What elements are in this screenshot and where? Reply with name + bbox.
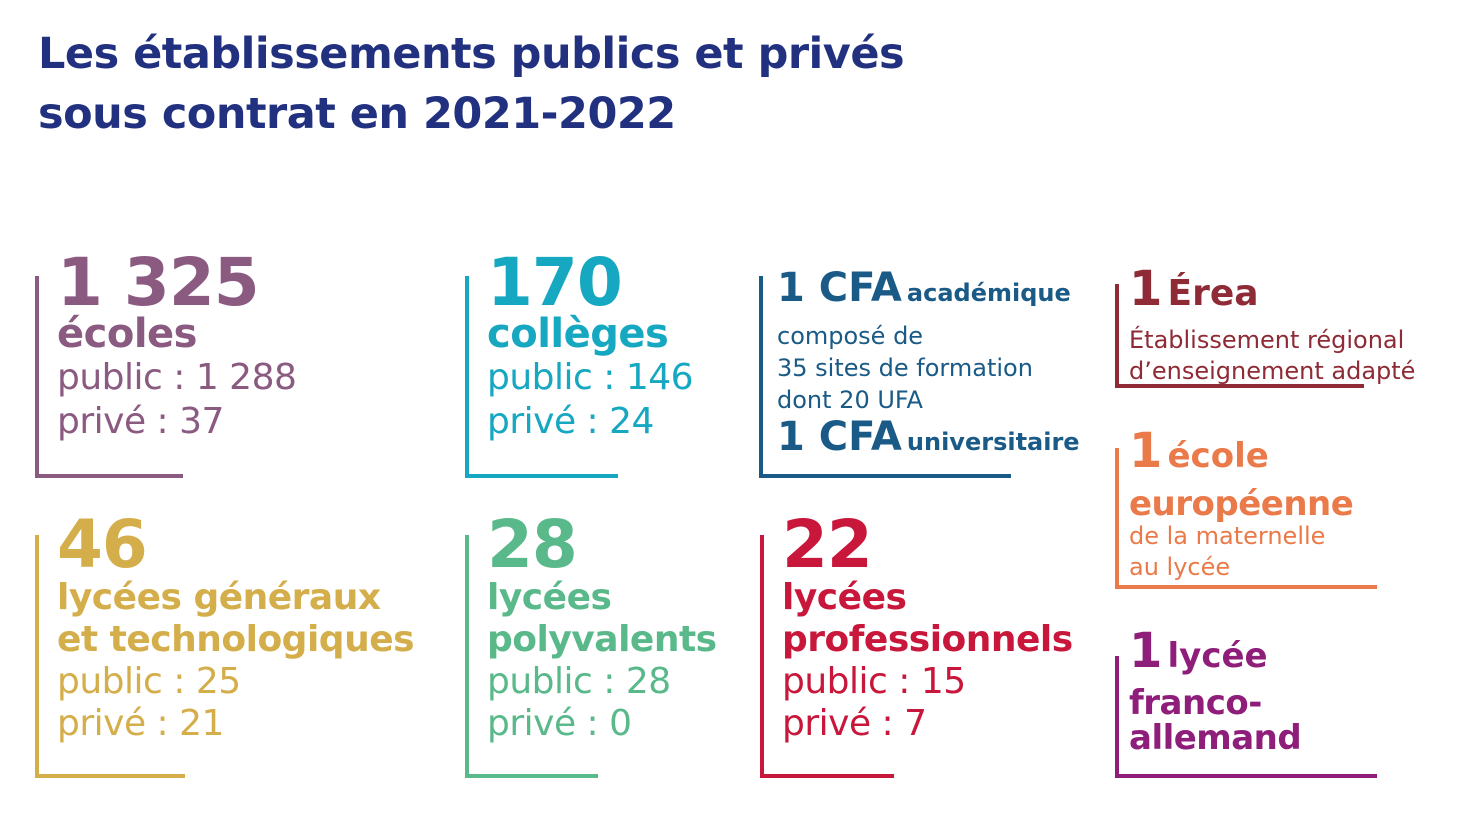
professionnels-label-2: professionnels xyxy=(782,619,1073,660)
colleges-prive: privé : 24 xyxy=(487,401,654,442)
polyvalents-number: 28 xyxy=(487,506,578,583)
ecoles-number: 1 325 xyxy=(57,244,260,321)
ecoles-public: public : 1 288 xyxy=(57,357,297,398)
professionnels-number: 22 xyxy=(782,506,873,583)
card-lycees-polyvalents: 28 lycées polyvalents public : 28 privé … xyxy=(465,512,717,778)
erea-label: Érea xyxy=(1167,273,1259,314)
cfa-universitaire-number: 1 CFA xyxy=(777,414,902,460)
lgt-prive: privé : 21 xyxy=(57,703,224,744)
franco-label-1: lycée xyxy=(1167,636,1268,676)
lgt-public: public : 25 xyxy=(57,661,241,702)
card-cfa: 1 CFA académique composé de 35 sites de … xyxy=(759,265,1080,478)
cfa-desc-line-1: composé de xyxy=(777,322,924,350)
cfa-desc-line-2: 35 sites de formation xyxy=(777,354,1033,382)
card-erea: 1 Érea Établissement régional d’enseigne… xyxy=(1115,264,1415,388)
europeenne-label-2: européenne xyxy=(1129,484,1354,524)
cfa-academique-label: académique xyxy=(906,279,1071,307)
cfa-desc-line-3: dont 20 UFA xyxy=(777,386,923,414)
professionnels-prive: privé : 7 xyxy=(782,703,927,744)
polyvalents-label-2: polyvalents xyxy=(487,619,717,660)
ecoles-label: écoles xyxy=(57,311,197,357)
colleges-public: public : 146 xyxy=(487,357,694,398)
cfa-academique-number: 1 CFA xyxy=(777,265,902,311)
europeenne-desc-line-1: de la maternelle xyxy=(1129,522,1326,550)
franco-label-2: franco- xyxy=(1129,683,1262,723)
erea-desc-line-1: Établissement régional xyxy=(1129,326,1405,354)
polyvalents-prive: privé : 0 xyxy=(487,703,632,744)
lgt-label-2: et technologiques xyxy=(57,619,415,660)
franco-label-3: allemand xyxy=(1129,718,1302,758)
card-colleges: 170 collèges public : 146 privé : 24 xyxy=(465,250,694,478)
colleges-number: 170 xyxy=(487,244,623,321)
page-title-line-1: Les établissements publics et privés xyxy=(38,29,905,79)
europeenne-desc-line-2: au lycée xyxy=(1129,553,1231,581)
ecoles-prive: privé : 37 xyxy=(57,401,224,442)
card-lycee-franco-allemand: 1 lycée franco- allemand xyxy=(1115,626,1377,778)
card-ecole-europeenne: 1 école européenne de la maternelle au l… xyxy=(1115,426,1377,589)
europeenne-number: 1 xyxy=(1129,423,1163,479)
erea-desc-line-2: d’enseignement adapté xyxy=(1129,357,1416,385)
polyvalents-public: public : 28 xyxy=(487,661,671,702)
page-title: Les établissements publics et privés sou… xyxy=(38,24,905,144)
lgt-number: 46 xyxy=(57,506,148,583)
professionnels-public: public : 15 xyxy=(782,661,966,702)
page-title-line-2: sous contrat en 2021-2022 xyxy=(38,89,676,139)
europeenne-label-1: école xyxy=(1167,436,1269,476)
polyvalents-label-1: lycées xyxy=(487,577,612,618)
colleges-label: collèges xyxy=(487,311,669,357)
card-ecoles: 1 325 écoles public : 1 288 privé : 37 xyxy=(35,250,297,478)
professionnels-label-1: lycées xyxy=(782,577,907,618)
franco-number: 1 xyxy=(1129,623,1163,679)
lgt-label-1: lycées généraux xyxy=(57,577,381,618)
cfa-universitaire-label: universitaire xyxy=(906,428,1080,456)
erea-number: 1 xyxy=(1129,261,1163,317)
card-lycees-professionnels: 22 lycées professionnels public : 15 pri… xyxy=(760,512,1073,778)
card-lycees-generaux: 46 lycées généraux et technologiques pub… xyxy=(35,512,415,778)
